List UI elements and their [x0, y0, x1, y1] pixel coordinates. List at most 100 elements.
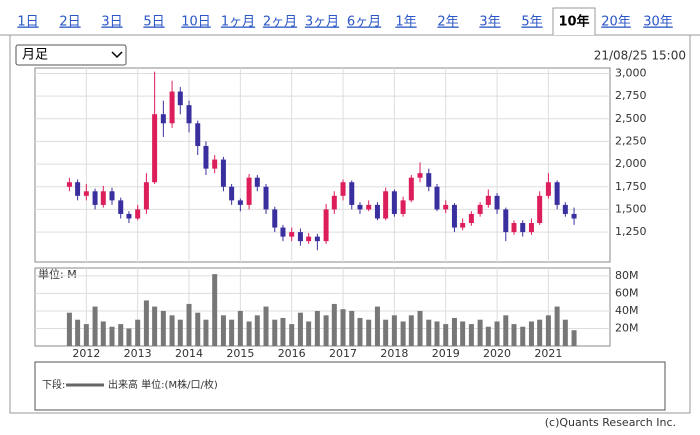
tab[interactable]: 6ヶ月: [347, 15, 381, 30]
volume-bar: [349, 310, 355, 346]
y-tick-label: 2,500: [615, 112, 647, 125]
candle-body: [571, 213, 577, 219]
candle-body: [562, 204, 568, 214]
volume-bar: [545, 315, 551, 346]
candle-body: [314, 236, 320, 242]
y-tick-label: 80M: [615, 269, 639, 282]
volume-unit: 単位: M: [38, 267, 77, 281]
volume-bar: [306, 321, 312, 346]
y-tick-label: 1,500: [615, 202, 647, 215]
volume-bar: [528, 321, 534, 346]
candle-body: [246, 177, 252, 205]
candle-body: [323, 209, 329, 242]
tab[interactable]: 3日: [101, 15, 122, 30]
tab[interactable]: 2日: [59, 15, 80, 30]
candle-body: [426, 173, 432, 187]
volume-bar: [357, 317, 363, 346]
panel: [9, 34, 691, 414]
candle-body: [109, 191, 115, 201]
volume-bar: [503, 315, 509, 346]
candle-body: [331, 195, 337, 210]
x-tick-label: 2013: [124, 347, 152, 360]
candle-body: [520, 223, 526, 233]
volume-bar: [366, 319, 372, 346]
volume-bar: [383, 319, 389, 346]
tab[interactable]: 3ヶ月: [305, 15, 339, 30]
candle-body: [280, 227, 286, 237]
tab[interactable]: 10年: [558, 14, 589, 30]
volume-bar: [374, 306, 380, 346]
candle-body: [383, 191, 389, 219]
y-tick-label: 20M: [615, 321, 639, 334]
tab[interactable]: 1ヶ月: [221, 15, 255, 30]
volume-bar: [280, 317, 286, 346]
candle-body: [126, 213, 132, 219]
volume-bar: [554, 306, 560, 346]
x-tick-label: 2014: [175, 347, 203, 360]
candle-body: [83, 191, 89, 196]
volume-bar: [485, 326, 491, 346]
x-tick-label: 2012: [72, 347, 100, 360]
candle-body: [554, 182, 560, 205]
volume-bar: [75, 319, 81, 346]
y-tick-label: 60M: [615, 286, 639, 299]
tab[interactable]: 1日: [17, 15, 38, 30]
candle-body: [503, 209, 509, 233]
volume-bar: [537, 319, 543, 346]
tab[interactable]: 2年: [437, 15, 458, 30]
candle-body: [528, 223, 534, 233]
select-box[interactable]: [15, 44, 127, 66]
candle-body: [92, 191, 98, 205]
candle-body: [254, 177, 260, 187]
candle-body: [143, 182, 149, 210]
volume-bar: [477, 319, 483, 346]
tab[interactable]: 5日: [143, 15, 164, 30]
volume-bar: [143, 300, 149, 346]
volume-bar: [417, 310, 423, 346]
select-text[interactable]: 月足: [22, 48, 48, 63]
tab[interactable]: 1年: [395, 15, 416, 30]
volume-bar: [520, 326, 526, 346]
candle-body: [366, 204, 372, 210]
volume-bar: [511, 324, 517, 346]
volume-bar: [468, 324, 474, 346]
candle-body: [169, 91, 175, 124]
tab[interactable]: 20年: [601, 15, 631, 30]
volume-bar: [186, 303, 192, 346]
volume-bar: [177, 319, 183, 346]
tab[interactable]: 10日: [181, 15, 211, 30]
volume-bar: [494, 321, 500, 346]
volume-bar: [331, 303, 337, 346]
legend-box: [34, 361, 666, 411]
candle-body: [417, 173, 423, 178]
x-tick-label: 2019: [432, 347, 460, 360]
candle-body: [177, 91, 183, 106]
volume-bar: [92, 306, 98, 346]
candle-body: [306, 236, 312, 242]
tab[interactable]: 30年: [643, 15, 673, 30]
volume-bar: [237, 310, 243, 346]
tab[interactable]: 3年: [479, 15, 500, 30]
candle-body: [374, 204, 380, 219]
candle-body: [237, 200, 243, 205]
candle-body: [220, 159, 226, 187]
volume-bar: [391, 315, 397, 346]
candle-body: [118, 200, 124, 214]
volume-bar: [254, 315, 260, 346]
y-tick-label: 1,750: [615, 180, 647, 193]
volume-bar: [408, 315, 414, 346]
tab[interactable]: 2ヶ月: [263, 15, 297, 30]
candle-body: [203, 145, 209, 169]
candle-body: [195, 123, 201, 146]
candle-body: [477, 204, 483, 214]
volume-bar: [246, 321, 252, 346]
tab[interactable]: 5年: [521, 15, 542, 30]
x-tick-label: 2016: [278, 347, 306, 360]
candle-body: [511, 223, 517, 233]
candle-body: [434, 186, 440, 210]
volume-bar: [160, 310, 166, 346]
volume-bar: [203, 319, 209, 346]
y-tick-label: 3,000: [615, 66, 647, 79]
volume-bar: [460, 321, 466, 346]
